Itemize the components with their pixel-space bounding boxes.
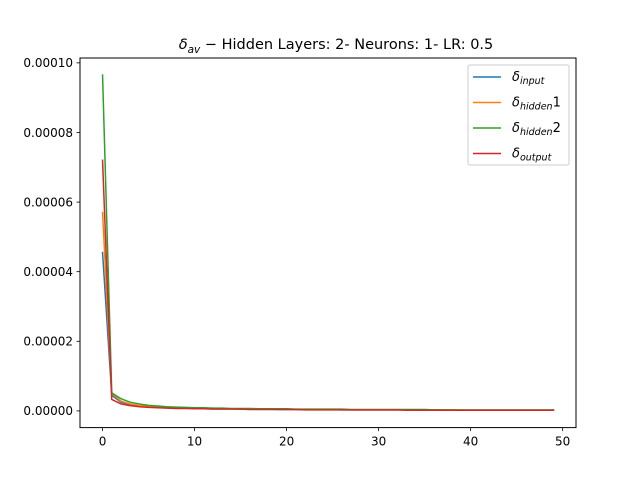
series-line-4 bbox=[101, 159, 555, 411]
y-tick-label: 0.00008 bbox=[23, 126, 73, 140]
y-tick-label: 0.00002 bbox=[23, 335, 73, 349]
legend-label-1: δinput bbox=[512, 70, 546, 87]
y-tick-label: 0.00000 bbox=[23, 404, 73, 418]
x-tick-label: 30 bbox=[371, 435, 386, 449]
series-layer bbox=[101, 74, 555, 411]
x-tick-label: 10 bbox=[187, 435, 202, 449]
chart-title: δav − Hidden Layers: 2- Neurons: 1- LR: … bbox=[179, 37, 494, 56]
legend-label-3: δhidden2 bbox=[512, 121, 561, 138]
legend-box bbox=[467, 64, 570, 166]
legend-label-4: δoutput bbox=[512, 147, 553, 164]
x-axis: 0 10 20 30 40 50 bbox=[99, 427, 570, 449]
x-tick-label: 50 bbox=[555, 435, 570, 449]
y-tick-label: 0.00010 bbox=[23, 56, 73, 70]
legend: δinput δhidden1 δhidden2 δoutput bbox=[467, 64, 570, 166]
x-tick-label: 0 bbox=[99, 435, 107, 449]
x-tick-label: 40 bbox=[463, 435, 478, 449]
legend-label-2: δhidden1 bbox=[512, 96, 561, 113]
plot-frame bbox=[79, 57, 577, 429]
x-tick-label: 20 bbox=[279, 435, 294, 449]
y-tick-label: 0.00004 bbox=[23, 265, 73, 279]
y-axis: 0.00000 0.00002 0.00004 0.00006 0.00008 0.000… bbox=[23, 56, 80, 418]
y-tick-label: 0.00006 bbox=[23, 195, 73, 209]
